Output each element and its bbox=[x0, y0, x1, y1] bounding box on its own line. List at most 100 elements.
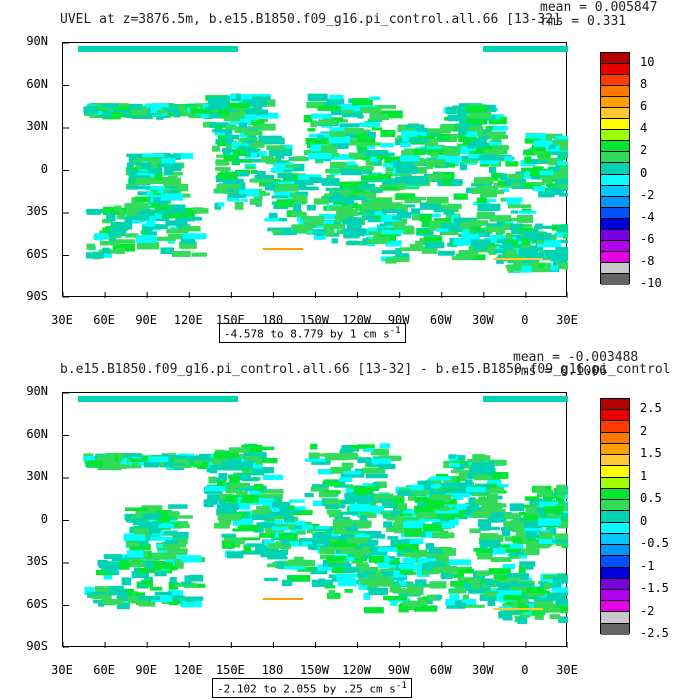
field-cell bbox=[227, 194, 247, 198]
field-cell bbox=[280, 144, 293, 151]
field-cell bbox=[274, 191, 296, 199]
field-cell bbox=[553, 513, 568, 519]
field-cell bbox=[227, 195, 240, 202]
field-cell bbox=[379, 443, 391, 449]
field-cell bbox=[544, 249, 566, 258]
field-cell bbox=[379, 223, 387, 227]
field-cell bbox=[126, 208, 146, 216]
field-cell bbox=[409, 138, 428, 143]
field-cell bbox=[216, 508, 237, 516]
field-cell bbox=[527, 254, 539, 262]
lon-tick-label: 150W bbox=[300, 663, 329, 677]
field-cell bbox=[467, 142, 475, 149]
field-cell bbox=[341, 533, 362, 539]
field-cell bbox=[406, 158, 414, 165]
field-cell bbox=[479, 499, 496, 506]
field-cell bbox=[497, 515, 505, 521]
field-cell bbox=[420, 146, 442, 151]
field-cell bbox=[238, 473, 251, 481]
field-cell bbox=[395, 248, 403, 256]
field-cell bbox=[477, 485, 499, 493]
field-cell bbox=[460, 146, 476, 154]
field-cell bbox=[225, 188, 234, 193]
field-cell bbox=[383, 595, 407, 601]
field-cell bbox=[227, 551, 244, 559]
field-cell bbox=[525, 133, 546, 139]
field-cell bbox=[115, 239, 135, 244]
field-cell bbox=[518, 565, 526, 574]
field-cell bbox=[471, 187, 490, 194]
field-cell bbox=[511, 182, 521, 187]
field-cell bbox=[132, 540, 149, 547]
field-cell bbox=[514, 552, 524, 556]
field-cell bbox=[396, 166, 418, 174]
field-cell bbox=[165, 220, 188, 226]
panel-title: UVEL at z=3876.5m, b.e15.B1850.f09_g16.p… bbox=[60, 12, 561, 27]
field-cell bbox=[503, 593, 523, 601]
field-cell bbox=[422, 596, 429, 600]
field-cell bbox=[304, 458, 327, 462]
field-cell bbox=[218, 202, 225, 207]
field-cell bbox=[504, 536, 516, 542]
panel-title: b.e15.B1850.f09_g16.pi_control.all.66 [1… bbox=[60, 362, 671, 377]
field-cell bbox=[217, 131, 228, 140]
field-cell bbox=[396, 182, 405, 190]
field-cell bbox=[328, 574, 337, 579]
field-cell bbox=[393, 162, 417, 170]
field-cell bbox=[317, 468, 334, 475]
field-cell bbox=[374, 152, 395, 157]
field-cell bbox=[389, 584, 402, 593]
field-cell bbox=[325, 453, 347, 461]
field-cell bbox=[238, 159, 253, 163]
field-cell bbox=[443, 210, 455, 215]
field-cell bbox=[530, 158, 548, 164]
field-cell bbox=[272, 553, 284, 557]
field-cell bbox=[498, 611, 513, 619]
field-cell bbox=[433, 218, 454, 223]
field-cell bbox=[461, 232, 480, 240]
field-cell bbox=[255, 457, 263, 465]
field-cell bbox=[313, 198, 329, 205]
field-cell bbox=[365, 159, 375, 166]
field-cell bbox=[191, 108, 214, 114]
field-cell bbox=[403, 509, 422, 514]
field-cell bbox=[357, 146, 368, 151]
field-cell bbox=[421, 246, 438, 254]
field-cell bbox=[102, 103, 118, 109]
colorbar-swatch bbox=[601, 86, 629, 98]
field-cell bbox=[457, 455, 466, 461]
field-cell bbox=[552, 186, 568, 192]
field-cell bbox=[344, 588, 353, 593]
field-cell bbox=[158, 524, 175, 528]
colorbar-swatch bbox=[601, 229, 629, 241]
field-cell bbox=[259, 123, 276, 131]
field-cell bbox=[305, 137, 328, 145]
field-cell bbox=[348, 152, 366, 159]
field-cell bbox=[298, 230, 319, 234]
field-cell bbox=[331, 499, 355, 505]
field-cell bbox=[435, 555, 450, 564]
field-cell bbox=[105, 241, 120, 246]
map-plot bbox=[62, 392, 568, 648]
field-cell bbox=[346, 161, 357, 166]
field-cell bbox=[435, 473, 449, 479]
field-cell bbox=[441, 572, 453, 580]
colorbar-tick-label: 6 bbox=[640, 99, 648, 114]
field-cell bbox=[135, 508, 155, 516]
field-cell bbox=[308, 152, 332, 160]
field-cell bbox=[230, 94, 253, 102]
field-cell bbox=[469, 110, 492, 117]
lat-tick-label: 60N bbox=[26, 76, 48, 91]
field-cell bbox=[352, 166, 369, 170]
field-cell bbox=[525, 530, 548, 539]
field-cell bbox=[131, 220, 143, 224]
colorbar-swatch bbox=[601, 399, 629, 411]
field-cell bbox=[373, 579, 393, 587]
field-cell bbox=[279, 509, 300, 514]
field-cell bbox=[336, 208, 358, 216]
field-cell bbox=[232, 517, 254, 526]
field-cell bbox=[129, 207, 142, 212]
lon-tick-label: 90E bbox=[135, 313, 157, 327]
colorbar-swatch bbox=[601, 589, 629, 602]
field-cell bbox=[336, 573, 355, 581]
